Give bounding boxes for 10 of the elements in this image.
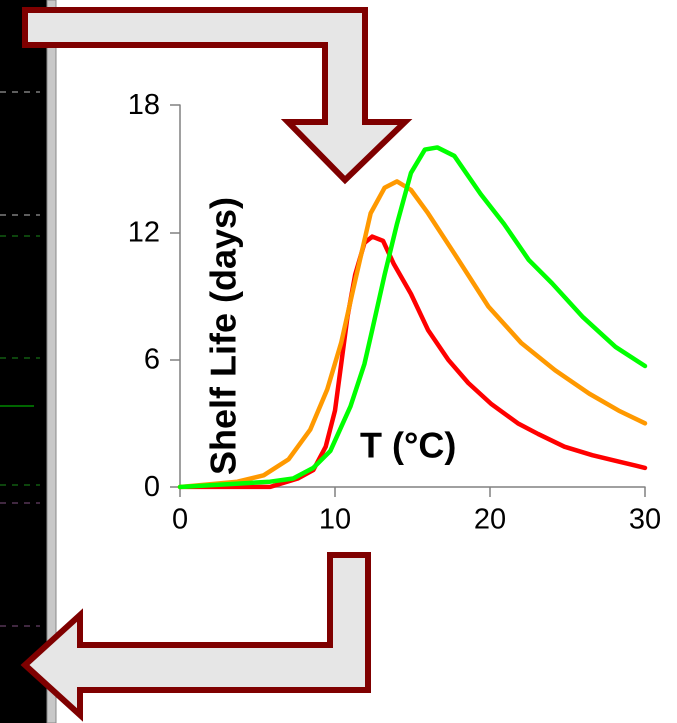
x-axis-title: T (°C)	[360, 424, 456, 466]
x-tick-label: 0	[172, 504, 188, 536]
x-tick-label: 10	[318, 504, 352, 536]
y-tick-label: 12	[128, 216, 160, 248]
x-tick-label: 20	[474, 504, 506, 536]
y-tick-label: 18	[128, 89, 160, 121]
x-tick-label: 30	[628, 504, 662, 536]
y-tick-label: 0	[144, 471, 160, 503]
y-tick-label: 6	[144, 344, 160, 376]
y-axis-title: Shelf Life (days)	[202, 196, 244, 475]
